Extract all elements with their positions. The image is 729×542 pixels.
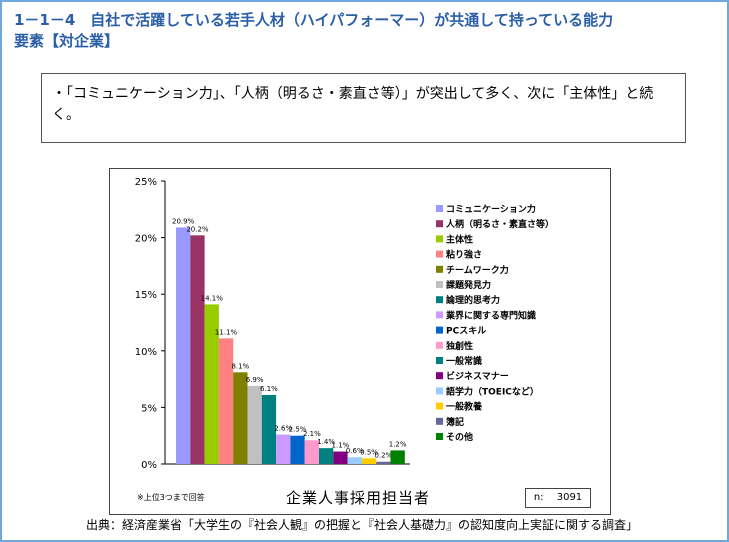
legend-swatch <box>436 235 443 243</box>
bar <box>204 304 219 464</box>
legend-label: PCスキル <box>446 326 486 337</box>
legend-label: 簿記 <box>446 416 464 428</box>
y-tick-label: 25% <box>135 177 157 188</box>
legend-label: 一般常識 <box>446 355 482 367</box>
y-tick-label: 0% <box>141 460 157 471</box>
data-label: 1.4% <box>317 438 335 446</box>
bar <box>333 451 348 464</box>
legend-label: コミュニケーション力 <box>446 203 536 215</box>
bar <box>176 227 191 464</box>
legend-swatch <box>436 341 443 349</box>
legend-swatch <box>436 402 443 410</box>
title-line-2: 要素【対企業】 <box>14 32 120 50</box>
legend-label: 粘り強さ <box>445 249 482 261</box>
bar <box>304 440 319 464</box>
legend-swatch <box>436 387 443 395</box>
summary-box: ・「コミュニケーション力」、「人柄（明るさ・素直さ等）」が突出して多く、次に「主… <box>41 73 686 143</box>
legend-swatch <box>436 281 443 288</box>
legend-label: 主体性 <box>446 233 473 245</box>
legend-label: チームワーク力 <box>446 264 509 276</box>
source-citation: 出典：経済産業省「大学生の『社会人観』の把握と『社会人基礎力』の認知度向上実証に… <box>86 518 639 532</box>
data-label: 2.5% <box>289 426 307 434</box>
data-label: 0.2% <box>374 452 392 460</box>
bar-chart: 0% 5% 10% 15% 20% 25% 20.9%20.2% 14.1% 11.1% 8.1… <box>135 177 554 471</box>
bar <box>361 458 377 464</box>
legend-swatch <box>436 357 443 364</box>
bar <box>347 457 362 464</box>
legend-label: 独創性 <box>445 340 473 352</box>
legend-label: 論理的思考力 <box>446 294 500 306</box>
data-label: 8.1% <box>231 362 249 370</box>
chart-area: 0% 5% 10% 15% 20% 25% 20.9% 20.2% 14.1% 11.1% 8.1… <box>109 168 611 515</box>
legend-label: 一般教養 <box>446 401 483 413</box>
footnote: ※上位3つまで回答 <box>137 493 205 502</box>
data-label: 6.1% <box>260 385 278 393</box>
legend-swatch <box>436 296 443 304</box>
summary-text: ・「コミュニケーション力」、「人柄（明るさ・素直さ等）」が突出して多く、次に「主… <box>52 86 654 123</box>
data-label: 11.1% <box>215 328 238 336</box>
x-axis-label: 企業人事採用担当者 <box>286 489 431 507</box>
bar <box>276 434 291 464</box>
bar <box>233 372 248 464</box>
data-label: 1.2% <box>389 440 407 448</box>
data-label: 6.9% <box>246 376 264 384</box>
y-tick-label: 20% <box>135 234 157 245</box>
legend-swatch <box>436 220 443 228</box>
legend-swatch <box>436 372 443 380</box>
legend-label: ビジネスマナー <box>446 370 509 382</box>
data-label: 1.1% <box>332 442 350 450</box>
bar <box>376 461 391 464</box>
legend-swatch <box>436 326 443 334</box>
y-tick-label: 15% <box>135 290 157 301</box>
data-label: 14.1% <box>201 294 224 302</box>
data-label: 2.6% <box>274 425 292 433</box>
y-tick-label: 10% <box>135 347 157 358</box>
bar <box>290 435 305 464</box>
legend-swatch <box>436 205 443 212</box>
y-tick-label: 5% <box>141 403 157 414</box>
bar <box>218 338 234 464</box>
legend-label: 語学力（TOEICなど） <box>446 385 539 397</box>
data-label: 20.2% <box>186 225 209 233</box>
legend-swatch <box>436 250 443 258</box>
legend-swatch <box>436 311 443 319</box>
bar <box>247 385 262 464</box>
legend-label: 人柄（明るさ・素直さ等） <box>445 218 554 230</box>
data-label: 20.9% <box>172 217 195 225</box>
bar <box>261 394 277 464</box>
title-line-1: 1－1－4 自社で活躍している若手人材（ハイパフォーマー）が共通して持っている能… <box>14 11 614 29</box>
bar <box>319 448 334 464</box>
data-label: 0.6% <box>346 447 364 455</box>
legend-label: その他 <box>446 431 473 443</box>
bars-group: 20.9%20.2% 14.1% 11.1% 8.1% 6.9%6.1% 2.6%2.5%… <box>172 217 407 464</box>
bar <box>390 450 405 464</box>
page-title: 1－1－4 自社で活躍している若手人材（ハイパフォーマー）が共通して持っている能… <box>14 10 714 52</box>
legend-swatch <box>436 433 443 440</box>
legend-label: 業界に関する専門知識 <box>445 309 536 321</box>
data-label: 2.1% <box>303 430 321 438</box>
legend-swatch <box>436 417 443 425</box>
data-label: 0.5% <box>360 448 378 456</box>
legend-swatch <box>436 265 443 273</box>
bar <box>190 235 205 464</box>
legend-label: 課題発見力 <box>446 279 491 291</box>
sample-size-box: n: 3091 <box>525 488 591 508</box>
